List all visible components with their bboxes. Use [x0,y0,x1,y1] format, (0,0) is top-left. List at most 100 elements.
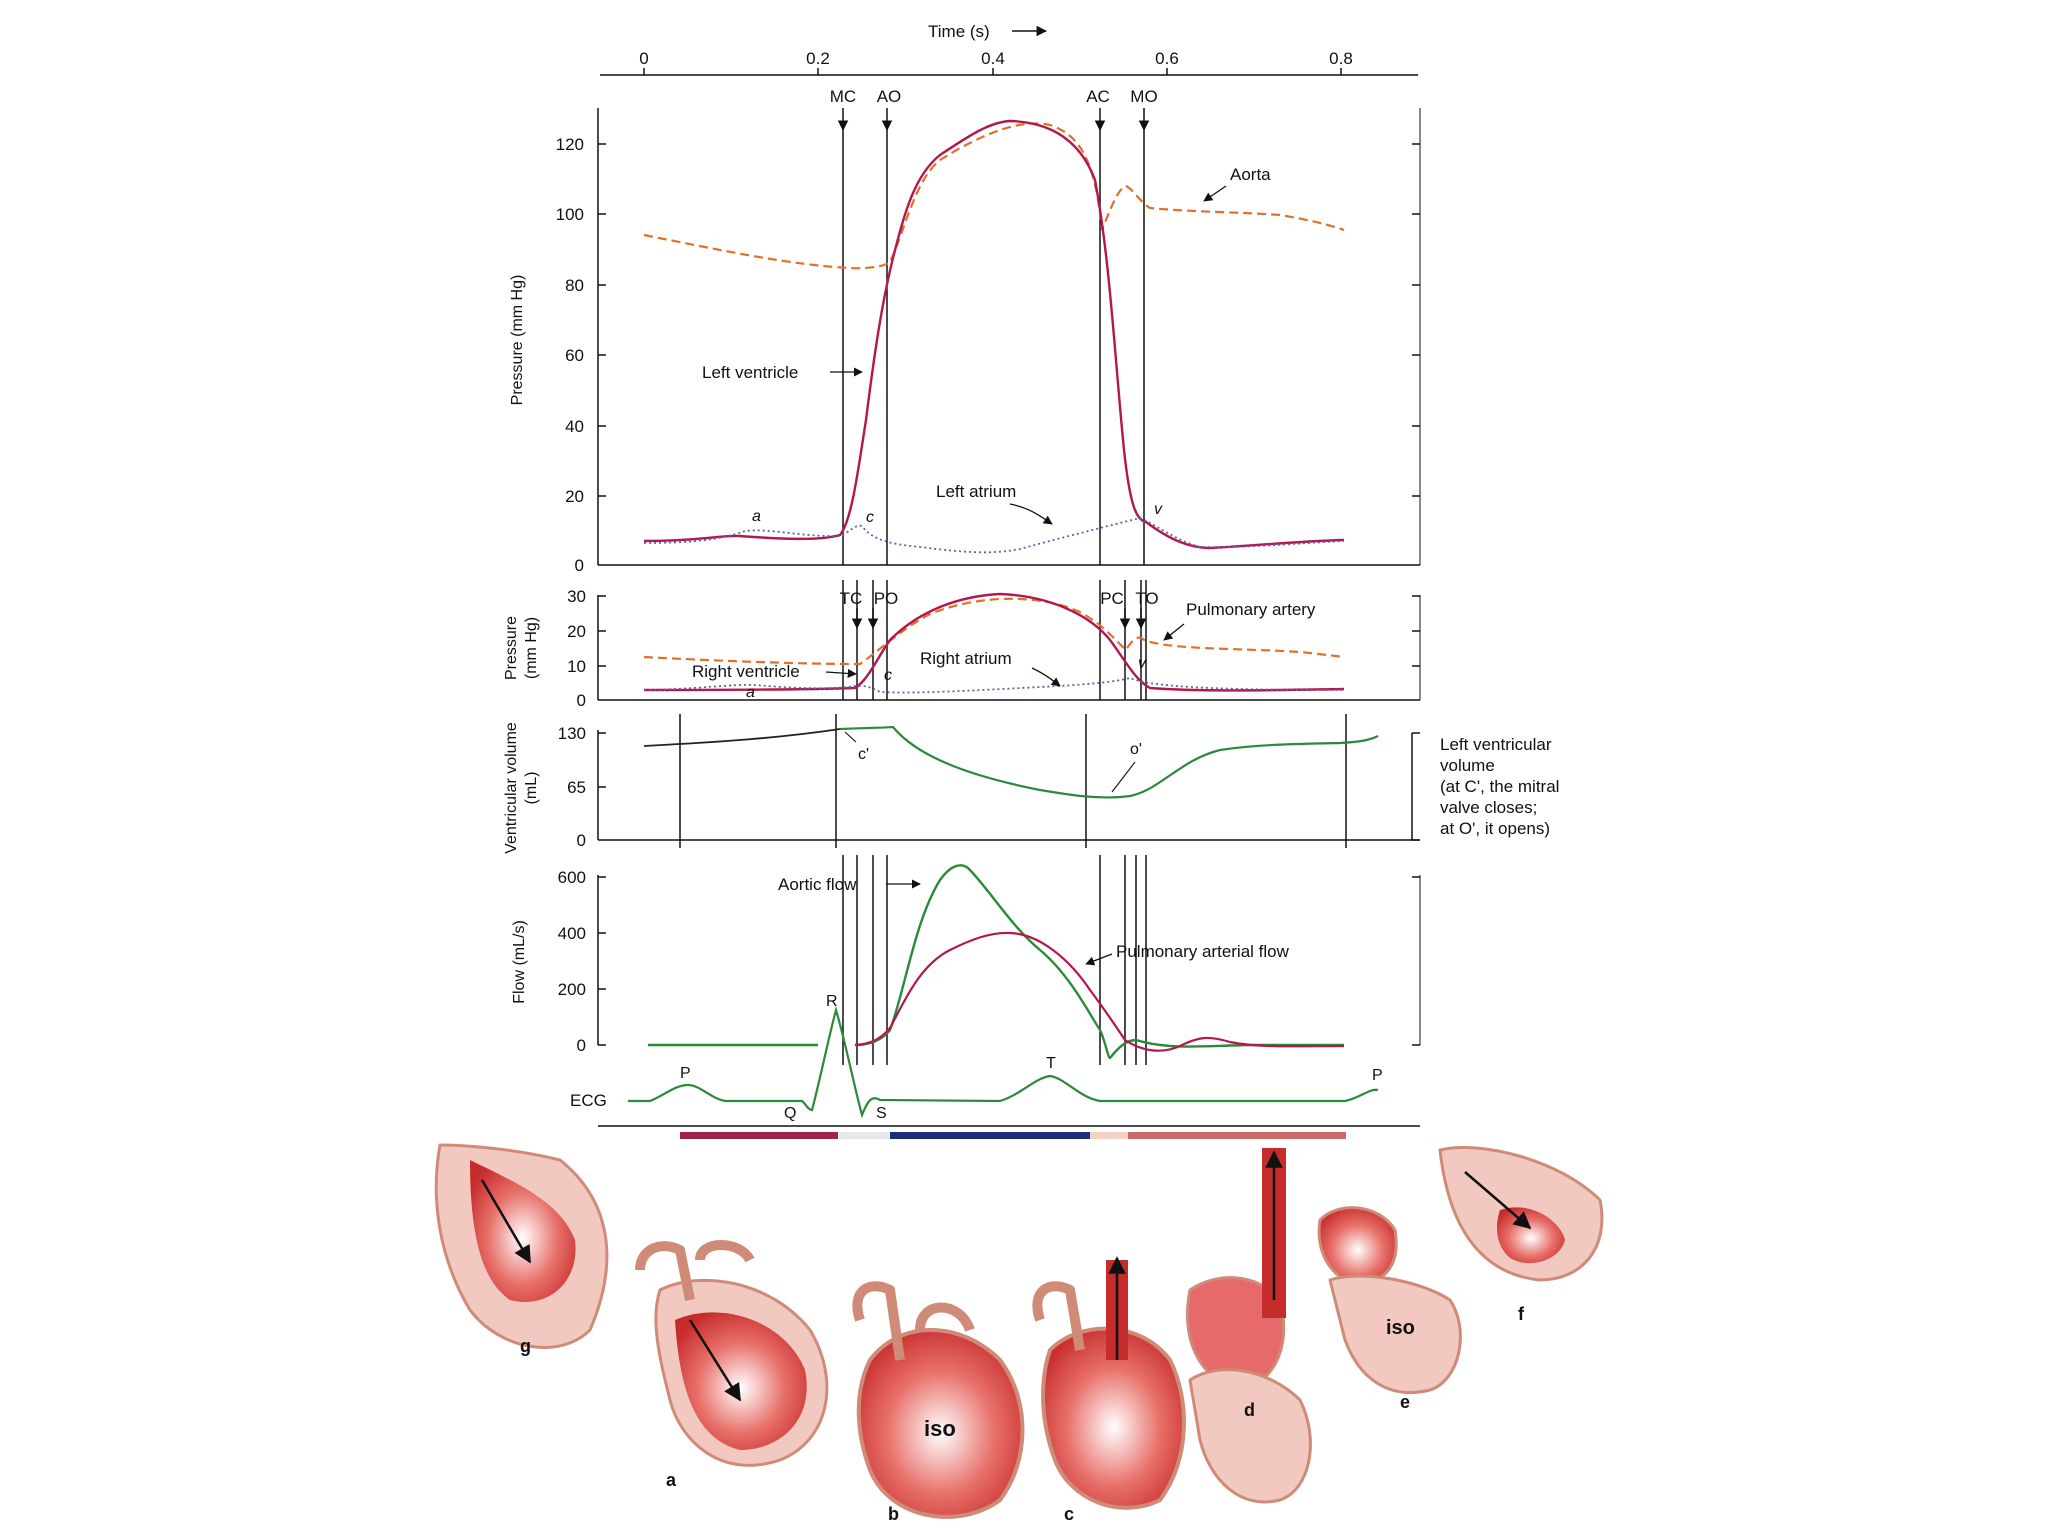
heart-panel-d: d [1185,1148,1312,1504]
pressure-tick: 0 [575,556,584,575]
heart-label-b: b [888,1504,899,1524]
heart-panel-g: g [434,1143,609,1356]
event-tc: TC [840,589,863,608]
ecg-wave-p1: P [680,1065,691,1082]
heart-iso-e: iso [1386,1317,1415,1339]
pulmonary-flow-arrow-icon [1085,953,1113,966]
heart-panel-c: c [1032,1256,1186,1524]
volume-tick: 0 [577,831,586,850]
volume-note-line: valve closes; [1440,798,1537,817]
wave-v-label: v [1154,501,1163,518]
pressure-tick: 20 [565,487,584,506]
aortic-flow-curve [648,864,1344,1060]
volume-note-line: (at C', the mitral [1440,777,1559,796]
aorta-pressure-curve [643,122,1345,270]
aorta-label: Aorta [1230,165,1271,184]
event-pc: PC [1100,589,1124,608]
ecg-wave-r: R [826,993,838,1010]
pressure-tick: 120 [556,135,584,154]
pulmonary-artery-label: Pulmonary artery [1186,600,1316,619]
rp-tick: 0 [577,691,586,710]
heart-panel-b: iso b [852,1281,1025,1524]
flow-tick: 200 [558,980,586,999]
flow-tick: 0 [577,1036,586,1055]
time-tick: 0.6 [1155,49,1179,68]
pulmonary-flow-curve [854,931,1345,1052]
event-mo: MO [1130,87,1157,106]
heart-panel-f: f [1438,1146,1604,1324]
volume-tick: 130 [558,724,586,743]
event-po: PO [874,589,899,608]
right-ventricle-pressure-curve [643,592,1345,692]
heart-panel-e: iso e [1317,1206,1462,1412]
aortic-flow-label: Aortic flow [778,875,857,894]
heart-label-g: g [520,1336,531,1356]
event-ac: AC [1086,87,1110,106]
phase-bar [680,1132,1346,1139]
time-tick: 0.4 [981,49,1005,68]
flow-tick: 600 [558,868,586,887]
right-atrium-arrow-icon [1031,667,1061,687]
aorta-arrow-icon [1203,185,1227,202]
pulmonary-artery-arrow-icon [1163,623,1185,641]
ecg-wave-t: T [1046,1055,1056,1072]
right-atrium-label: Right atrium [920,649,1012,668]
pressure-tick: 40 [565,417,584,436]
wave-a-label: a [752,508,761,525]
rp-wave-v-label: v [1138,655,1147,672]
heart-panel-a: a [635,1240,829,1490]
pressure-tick: 80 [565,276,584,295]
rp-tick: 20 [567,622,586,641]
phase-segment [838,1132,890,1139]
left-ventricle-label: Left ventricle [702,363,798,382]
heart-label-f: f [1518,1304,1525,1324]
ecg-wave-p2: P [1372,1067,1383,1084]
right-ventricle-label: Right ventricle [692,662,800,681]
o-prime-label: o' [1130,741,1142,758]
flow-ylabel: Flow (mL/s) [511,920,528,1004]
time-tick: 0.2 [806,49,830,68]
time-tick: 0 [639,49,648,68]
ecg-wave-q: Q [784,1105,796,1122]
phase-segment [1128,1132,1346,1139]
rp-wave-a-label: a [746,684,755,701]
time-tick: 0.8 [1329,49,1353,68]
pressure-tick: 100 [556,205,584,224]
right-pressure-panel: 0 10 20 30 Pressure (mm Hg) TC PO PC TO … [503,580,1421,710]
volume-ylabel-2: (mL) [523,772,540,805]
ecg-wave-s: S [876,1105,887,1122]
time-axis: Time (s) 0 0.2 0.4 0.6 0.8 [600,22,1418,76]
ecg-trace [628,1005,1379,1119]
flow-arrow-icon [1464,1171,1532,1230]
right-atrium-pressure-curve [643,677,1345,694]
right-ventricle-arrow-icon [825,668,857,678]
volume-panel: 0 65 130 Ventricular volume (mL) c' o' L… [503,714,1559,854]
left-pressure-panel: 0 20 40 60 80 100 120 Pressure (mm Hg) M… [509,87,1421,575]
volume-note-line: at O', it opens) [1440,819,1550,838]
phase-segment [1090,1132,1128,1139]
flow-panel: 0 200 400 600 Flow (mL/s) Aortic flow Pu… [511,855,1421,1065]
left-atrium-pressure-curve [643,517,1345,554]
heart-label-d: d [1244,1400,1255,1420]
ventricular-volume-filling-curve [643,728,841,747]
heart-label-a: a [666,1470,677,1490]
ecg-label: ECG [570,1091,607,1110]
volume-note-line: Left ventricular [1440,735,1552,754]
rp-wave-c-label: c [884,667,892,684]
heart-iso-b: iso [924,1416,956,1441]
pressure-tick: 60 [565,346,584,365]
left-atrium-arrow-icon [1009,503,1053,525]
volume-ylabel-1: Ventricular volume [503,722,520,854]
left-atrium-label: Left atrium [936,482,1016,501]
volume-note-line: volume [1440,756,1495,775]
event-to: TO [1135,589,1158,608]
rp-ylabel-2: (mm Hg) [523,617,540,679]
rp-tick: 10 [567,657,586,676]
flow-arrow-icon [480,1179,532,1264]
ventricular-volume-curve [839,725,1379,799]
event-mc: MC [830,87,856,106]
flow-arrow-icon [688,1319,742,1402]
volume-tick: 65 [567,778,586,797]
rp-ylabel-1: Pressure [503,616,520,680]
